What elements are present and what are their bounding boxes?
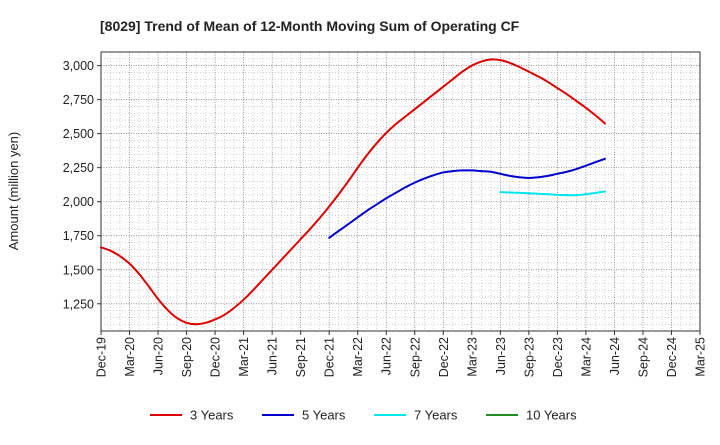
x-tick-label: Sep-23 [522, 337, 536, 377]
x-tick-label: Mar-22 [351, 337, 365, 377]
y-tick-label: 2,000 [63, 195, 94, 209]
legend-label-10-years: 10 Years [526, 408, 577, 423]
series-line-7-years [499, 190, 606, 197]
y-tick-label: 1,250 [63, 297, 94, 311]
series-line-5-years [328, 157, 606, 239]
x-tick-label: Sep-20 [180, 337, 194, 377]
legend-label-5-years: 5 Years [302, 408, 346, 423]
y-axis-label: Amount (million yen) [6, 132, 21, 251]
series-lines [100, 58, 606, 326]
series-line-3-years [100, 58, 606, 326]
y-tick-label: 3,000 [63, 59, 94, 73]
y-tick-label: 2,750 [63, 93, 94, 107]
x-tick-label: Dec-20 [209, 337, 223, 377]
legend-label-7-years: 7 Years [414, 408, 458, 423]
x-tick-label: Dec-22 [437, 337, 451, 377]
x-tick-label: Dec-24 [665, 337, 679, 377]
x-tick-label: Mar-23 [465, 337, 479, 377]
x-tick-label: Sep-24 [636, 337, 650, 377]
x-tick-label: Dec-19 [95, 337, 109, 377]
y-tick-label: 1,750 [63, 229, 94, 243]
y-tick-label: 1,500 [63, 263, 94, 277]
x-tick-label: Mar-20 [123, 337, 137, 377]
x-tick-label: Dec-21 [323, 337, 337, 377]
x-tick-label: Jun-23 [494, 337, 508, 375]
legend: 3 Years 5 Years 7 Years 10 Years [150, 408, 577, 423]
plot-area [101, 52, 700, 331]
grid-lines [101, 52, 700, 331]
x-tick-label: Sep-21 [294, 337, 308, 377]
x-tick-label: Mar-25 [694, 337, 708, 377]
x-tick-label: Jun-24 [608, 337, 622, 375]
x-tick-label: Dec-23 [551, 337, 565, 377]
y-tick-label: 2,250 [63, 161, 94, 175]
plot-border [100, 51, 701, 332]
x-tick-label: Mar-21 [237, 337, 251, 377]
x-tick-label: Jun-22 [380, 337, 394, 375]
y-tick-label: 2,500 [63, 127, 94, 141]
chart-title: [8029] Trend of Mean of 12-Month Moving … [100, 18, 520, 34]
x-tick-label: Jun-21 [266, 337, 280, 375]
axes: 1,250 1,500 1,750 2,000 2,250 2,500 2,750 3,000… [63, 51, 708, 377]
x-tick-label: Mar-24 [579, 337, 593, 377]
legend-label-3-years: 3 Years [190, 408, 234, 423]
x-tick-label: Jun-20 [152, 337, 166, 375]
x-tick-label: Sep-22 [408, 337, 422, 377]
